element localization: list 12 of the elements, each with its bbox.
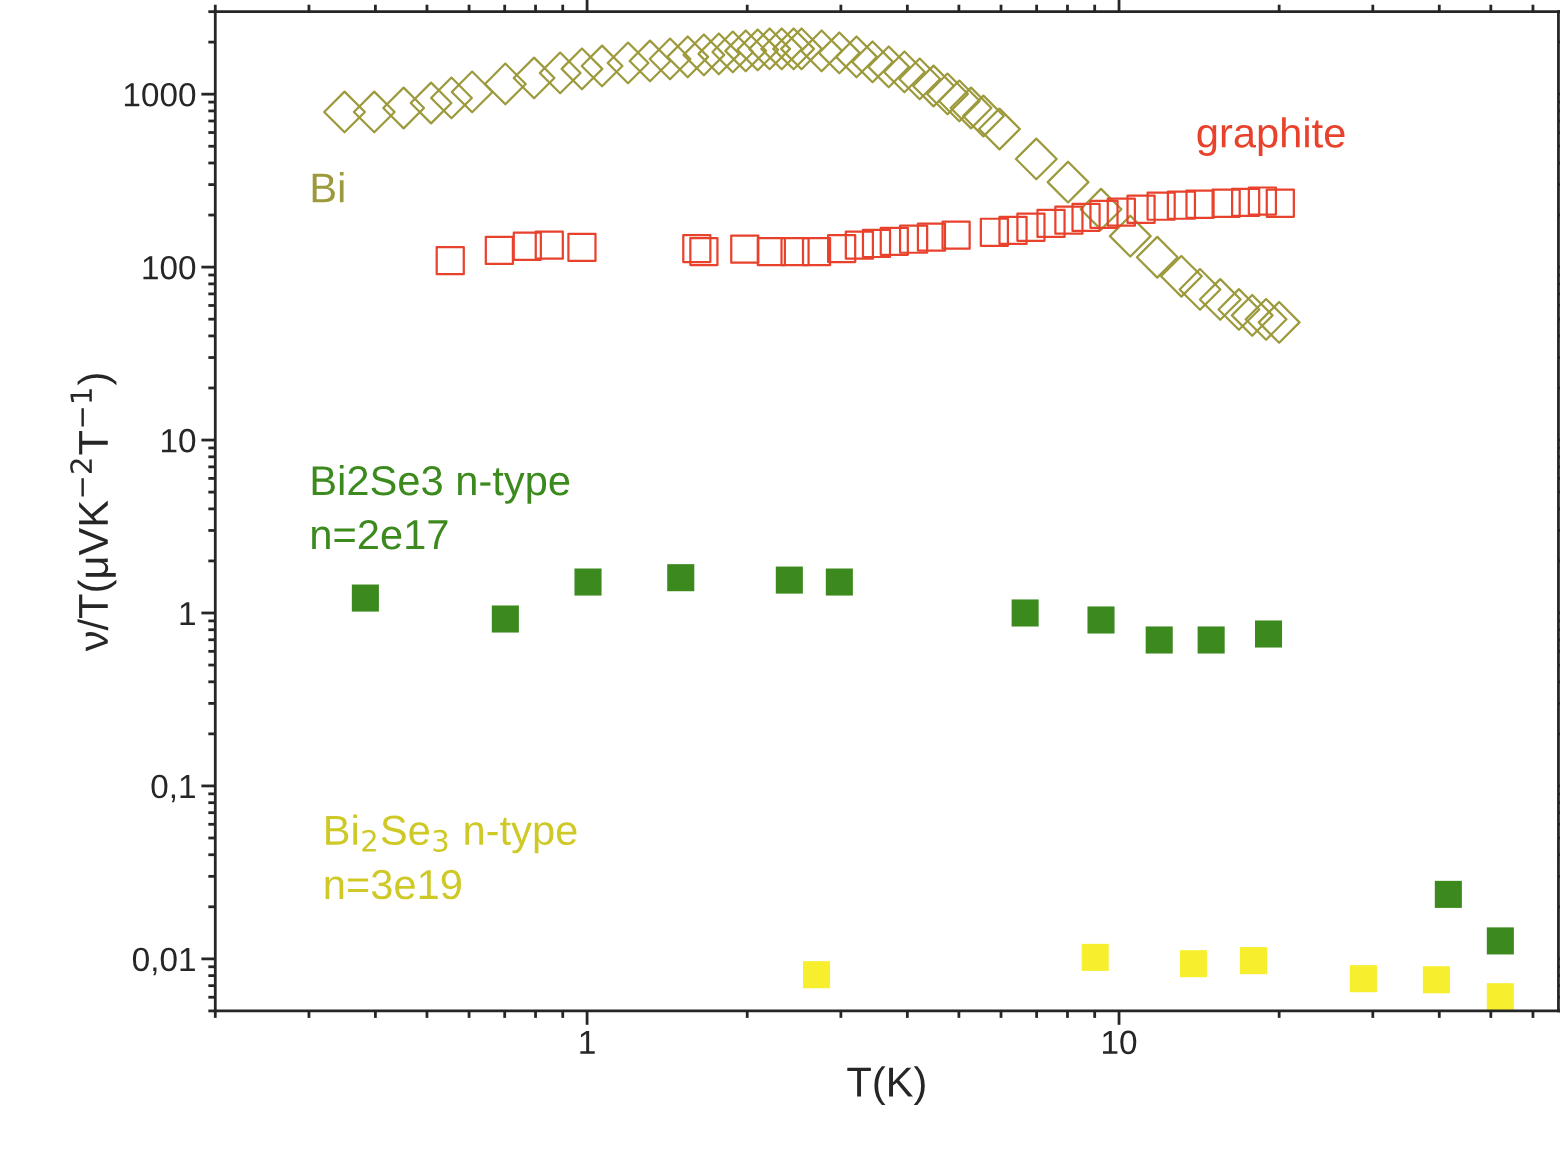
y-tick-label: 100	[143, 255, 196, 280]
series-label: Bi2Se3 n-type n=2e17	[312, 464, 570, 550]
y-axis-title: ν/T(μVK$^{−2}$T$^{−1}$)	[70, 374, 117, 652]
y-tick-label: 0,1	[151, 774, 195, 803]
series-label: graphite	[1197, 117, 1345, 156]
y-tick-label: 10	[162, 428, 196, 453]
y-tick-label: 0,01	[132, 947, 195, 976]
y-tick-label: 1	[180, 602, 195, 626]
y-tick-label: 1000	[124, 82, 196, 107]
text: Bi$_{2}$Se$_{3}$ n-type n=3e19	[325, 814, 577, 900]
series-label: Bi	[312, 172, 344, 203]
x-axis-title: T(K)	[847, 1066, 925, 1106]
